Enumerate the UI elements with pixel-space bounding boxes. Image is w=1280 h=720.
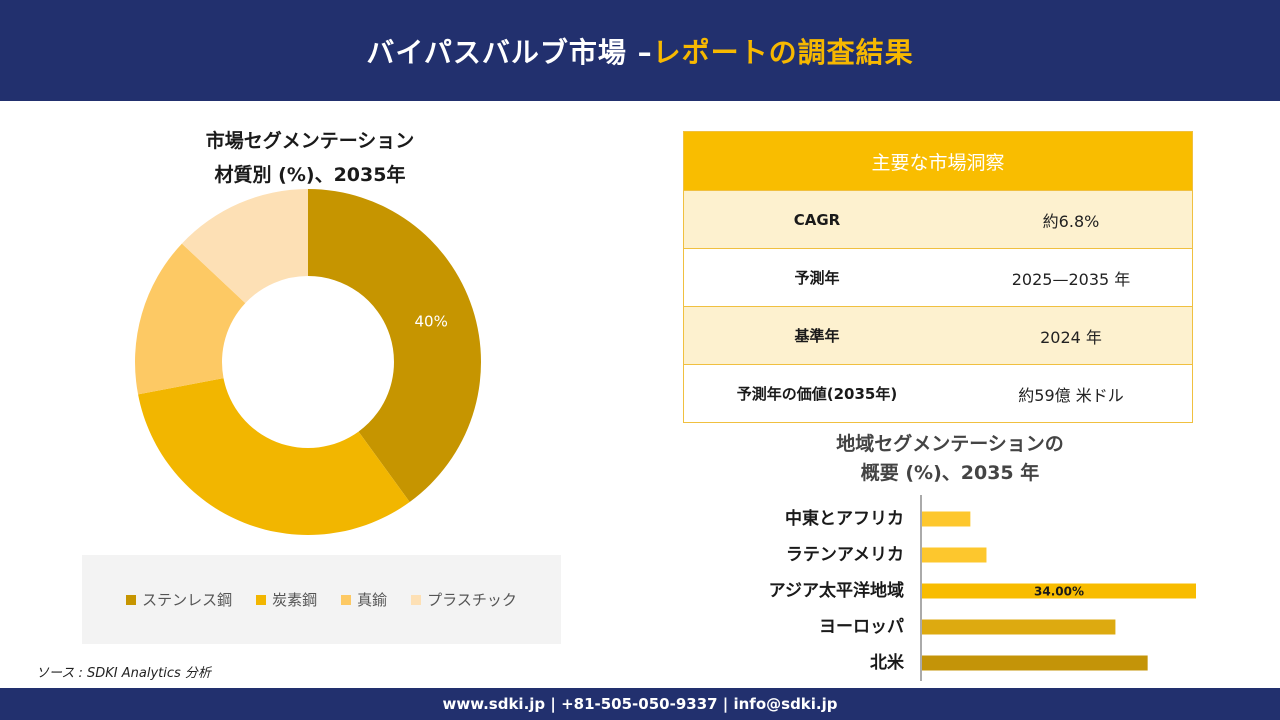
forecast-year-label: 予測年 (794, 269, 840, 287)
donut-title-line1: 市場セグメンテーション (205, 130, 415, 152)
key-insights-header: 主要な市場洞察 (684, 132, 1192, 190)
donut-slice-1 (308, 189, 481, 502)
forecast-value-value: 約59億 米ドル (1018, 385, 1124, 405)
donut-slice-3 (135, 243, 246, 395)
bar-category-label: ヨーロッパ (819, 617, 904, 637)
legend-item: 真鍮 (341, 589, 387, 610)
bar-title-line1: 地域セグメンテーションの (836, 433, 1064, 455)
legend-label: 炭素鋼 (272, 591, 318, 609)
bar-2 (922, 547, 987, 563)
page-title: バイパスバルブ市場 –レポートの調査結果 (366, 31, 913, 71)
title-market-name: バイパスバルブ市場 – (366, 35, 653, 69)
legend-swatch (256, 594, 267, 605)
legend-item: プラスチック (411, 589, 517, 610)
bar-category-label: ラテンアメリカ (786, 545, 904, 565)
bar-title-line2: 概要 (%)、2035 年 (860, 462, 1040, 484)
donut-slice-2 (138, 378, 410, 535)
legend-item: ステンレス鋼 (126, 589, 232, 610)
donut-slice-4 (181, 189, 308, 304)
bar-chart-title: 地域セグメンテーションの 概要 (%)、2035 年 (760, 430, 1140, 488)
legend-swatch (341, 594, 352, 605)
legend-label: プラスチック (427, 591, 517, 609)
cagr-label: CAGR (793, 210, 841, 229)
legend-label: 真鍮 (357, 591, 388, 609)
forecast-value-label: 予測年の価値(2035年) (736, 385, 898, 403)
bar-data-label: 34.00% (1034, 585, 1084, 599)
donut-legend: ステンレス鋼 炭素鋼 真鍮 プラスチック (82, 555, 561, 644)
legend-label: ステンレス鋼 (142, 591, 233, 609)
material-donut-chart: 40% (135, 189, 481, 535)
bar-1 (922, 511, 971, 527)
donut-title-line2: 材質別 (%)、2035年 (214, 164, 406, 186)
base-year-value: 2024 年 (1040, 327, 1102, 347)
bar-category-label: アジア太平洋地域 (769, 580, 904, 601)
legend-swatch (126, 594, 137, 605)
table-row: 予測年 2025—2035 年 (684, 248, 1192, 306)
bar-4 (922, 619, 1116, 635)
bar-5 (922, 655, 1148, 671)
table-row: 予測年の価値(2035年) 約59億 米ドル (684, 364, 1192, 422)
bar-3 (922, 583, 1196, 599)
donut-data-label: 40% (414, 312, 447, 330)
title-report-findings: レポートの調査結果 (652, 35, 914, 69)
bar-category-label: 北米 (870, 652, 905, 673)
base-year-label: 基準年 (794, 327, 840, 345)
cagr-value: 約6.8% (1042, 211, 1100, 231)
footer-contact: www.sdki.jp | +81-505-050-9337 | info@sd… (0, 688, 1280, 720)
forecast-year-value: 2025—2035 年 (1011, 269, 1131, 289)
legend-swatch (411, 594, 422, 605)
table-row: CAGR 約6.8% (684, 190, 1192, 248)
key-insights-table: 主要な市場洞察 CAGR 約6.8% 予測年 2025—2035 年 基準年 2… (683, 131, 1193, 423)
bar-category-label: 中東とアフリカ (785, 508, 904, 529)
source-note: ソース : SDKI Analytics 分析 (36, 666, 211, 681)
table-row: 基準年 2024 年 (684, 306, 1192, 364)
header-banner: バイパスバルブ市場 –レポートの調査結果 (0, 0, 1280, 101)
donut-chart-title: 市場セグメンテーション 材質別 (%)、2035年 (110, 124, 510, 192)
legend-item: 炭素鋼 (256, 589, 317, 610)
